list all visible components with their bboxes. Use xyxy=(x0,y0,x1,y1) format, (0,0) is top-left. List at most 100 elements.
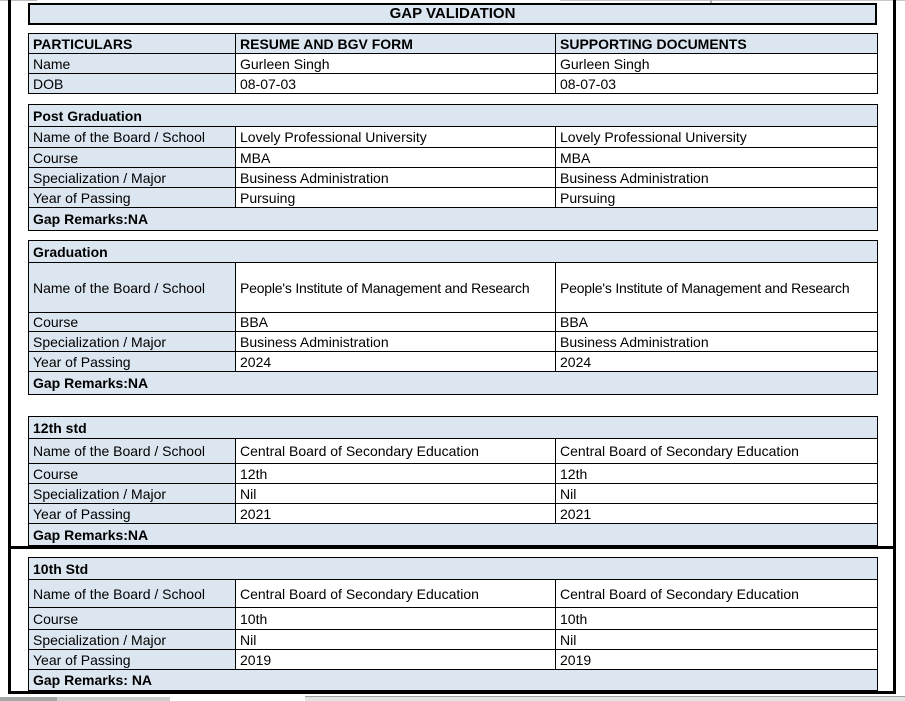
cell-resume[interactable]: 10th xyxy=(235,607,556,630)
cell-resume[interactable]: MBA xyxy=(235,147,556,168)
page-frame-divider xyxy=(8,546,896,549)
table-row: Name of the Board / School Central Board… xyxy=(28,579,879,608)
table-row: Name Gurleen Singh Gurleen Singh xyxy=(28,53,878,74)
cell-resume[interactable]: 08-07-03 xyxy=(235,73,556,94)
cell-resume[interactable]: People's Institute of Management and Res… xyxy=(235,262,556,313)
row-label[interactable]: Specialization / Major xyxy=(28,483,236,504)
cell-supporting[interactable]: 2019 xyxy=(554,649,879,670)
table-row: Course 10th 10th xyxy=(28,607,879,630)
cell-resume[interactable]: 2019 xyxy=(235,649,556,670)
column-header-resume[interactable]: RESUME AND BGV FORM xyxy=(235,33,556,54)
cell-supporting[interactable]: 12th xyxy=(554,463,879,484)
section-table-12th-std: 12th std Name of the Board / School Cent… xyxy=(27,416,879,546)
horizontal-scrollbar[interactable] xyxy=(305,696,905,701)
row-label[interactable]: Specialization / Major xyxy=(28,167,236,188)
sheet-tab[interactable] xyxy=(57,697,170,701)
table-row: Name of the Board / School Lovely Profes… xyxy=(28,126,879,148)
cell-supporting[interactable]: Business Administration xyxy=(554,167,879,188)
cell-supporting[interactable]: 10th xyxy=(554,607,879,630)
table-row: Specialization / Major Nil Nil xyxy=(28,483,879,504)
cell-resume[interactable]: 12th xyxy=(235,463,556,484)
table-row: Course MBA MBA xyxy=(28,147,879,168)
cell-supporting[interactable]: MBA xyxy=(554,147,879,168)
row-label[interactable]: Course xyxy=(28,147,236,168)
gap-remarks-row: Gap Remarks:NA xyxy=(27,207,879,231)
page-frame-left-border xyxy=(8,0,11,694)
table-row: Specialization / Major Business Administ… xyxy=(28,331,878,352)
cell-supporting[interactable]: 2021 xyxy=(554,503,879,524)
row-label[interactable]: Name of the Board / School xyxy=(28,262,236,313)
page-frame-right-border xyxy=(893,0,896,694)
row-label[interactable]: Specialization / Major xyxy=(28,331,236,352)
page-frame-bottom-border xyxy=(8,691,896,694)
gap-remarks-row: Gap Remarks: NA xyxy=(27,669,879,691)
cell-resume[interactable]: Business Administration xyxy=(235,167,556,188)
section-heading-row: 10th Std xyxy=(27,557,879,580)
gap-remarks[interactable]: Gap Remarks: NA xyxy=(27,669,879,691)
section-table-post-graduation: Post Graduation Name of the Board / Scho… xyxy=(27,104,879,231)
cell-resume[interactable]: BBA xyxy=(235,312,556,332)
column-header-supporting[interactable]: SUPPORTING DOCUMENTS xyxy=(555,33,878,54)
cell-supporting[interactable]: Central Board of Secondary Education xyxy=(554,438,879,464)
section-heading[interactable]: Post Graduation xyxy=(27,104,879,127)
section-heading[interactable]: Graduation xyxy=(28,240,878,263)
gridline-remnant xyxy=(710,0,712,3)
table-row: Course 12th 12th xyxy=(28,463,879,484)
row-label[interactable]: Name xyxy=(28,53,236,74)
cell-supporting[interactable]: BBA xyxy=(555,312,878,332)
gridline-remnant xyxy=(0,0,37,1)
row-label[interactable]: Year of Passing xyxy=(28,187,236,208)
table-row: Course BBA BBA xyxy=(28,312,878,332)
cell-supporting[interactable]: Central Board of Secondary Education xyxy=(554,579,879,608)
cell-resume[interactable]: 2021 xyxy=(235,503,556,524)
section-heading-row: Post Graduation xyxy=(27,104,879,127)
section-heading[interactable]: 10th Std xyxy=(27,557,879,580)
cell-resume[interactable]: Lovely Professional University xyxy=(235,126,556,148)
column-header-particulars[interactable]: PARTICULARS xyxy=(28,33,236,54)
section-heading[interactable]: 12th std xyxy=(27,416,879,439)
cell-resume[interactable]: Business Administration xyxy=(235,331,556,352)
row-label[interactable]: Name of the Board / School xyxy=(28,579,236,608)
table-row: DOB 08-07-03 08-07-03 xyxy=(28,73,878,94)
cell-supporting[interactable]: Gurleen Singh xyxy=(555,53,878,74)
cell-resume[interactable]: Nil xyxy=(235,483,556,504)
gap-remarks[interactable]: Gap Remarks:NA xyxy=(27,523,879,546)
cell-supporting[interactable]: 2024 xyxy=(555,351,878,372)
section-heading-row: 12th std xyxy=(27,416,879,439)
table-row: Year of Passing Pursuing Pursuing xyxy=(28,187,879,208)
document-title: GAP VALIDATION xyxy=(28,3,877,25)
section-heading-row: Graduation xyxy=(28,240,878,263)
row-label[interactable]: Course xyxy=(28,607,236,630)
table-row: Year of Passing 2024 2024 xyxy=(28,351,878,372)
row-label[interactable]: Course xyxy=(28,312,236,332)
cell-resume[interactable]: Central Board of Secondary Education xyxy=(235,438,556,464)
row-label[interactable]: DOB xyxy=(28,73,236,94)
cell-resume[interactable]: Central Board of Secondary Education xyxy=(235,579,556,608)
cell-supporting[interactable]: 08-07-03 xyxy=(555,73,878,94)
row-label[interactable]: Course xyxy=(28,463,236,484)
gap-remarks[interactable]: Gap Remarks:NA xyxy=(28,371,878,395)
cell-supporting[interactable]: Pursuing xyxy=(554,187,879,208)
gap-remarks-row: Gap Remarks:NA xyxy=(28,371,878,395)
cell-supporting[interactable]: Nil xyxy=(554,629,879,650)
row-label[interactable]: Specialization / Major xyxy=(28,629,236,650)
sheet-tab[interactable] xyxy=(0,697,57,701)
row-label[interactable]: Year of Passing xyxy=(28,649,236,670)
cell-supporting[interactable]: Business Administration xyxy=(555,331,878,352)
row-label[interactable]: Year of Passing xyxy=(28,503,236,524)
table-header-row: PARTICULARS RESUME AND BGV FORM SUPPORTI… xyxy=(28,33,878,54)
cell-resume[interactable]: 2024 xyxy=(235,351,556,372)
cell-resume[interactable]: Nil xyxy=(235,629,556,650)
gap-remarks[interactable]: Gap Remarks:NA xyxy=(27,207,879,231)
cell-supporting[interactable]: People's Institute of Management and Res… xyxy=(555,262,878,313)
cell-supporting[interactable]: Nil xyxy=(554,483,879,504)
row-label[interactable]: Year of Passing xyxy=(28,351,236,372)
cell-supporting[interactable]: Lovely Professional University xyxy=(554,126,879,148)
cell-resume[interactable]: Gurleen Singh xyxy=(235,53,556,74)
gap-remarks-row: Gap Remarks:NA xyxy=(27,523,879,546)
cell-resume[interactable]: Pursuing xyxy=(235,187,556,208)
row-label[interactable]: Name of the Board / School xyxy=(28,126,236,148)
particulars-table: PARTICULARS RESUME AND BGV FORM SUPPORTI… xyxy=(28,33,878,94)
row-label[interactable]: Name of the Board / School xyxy=(28,438,236,464)
